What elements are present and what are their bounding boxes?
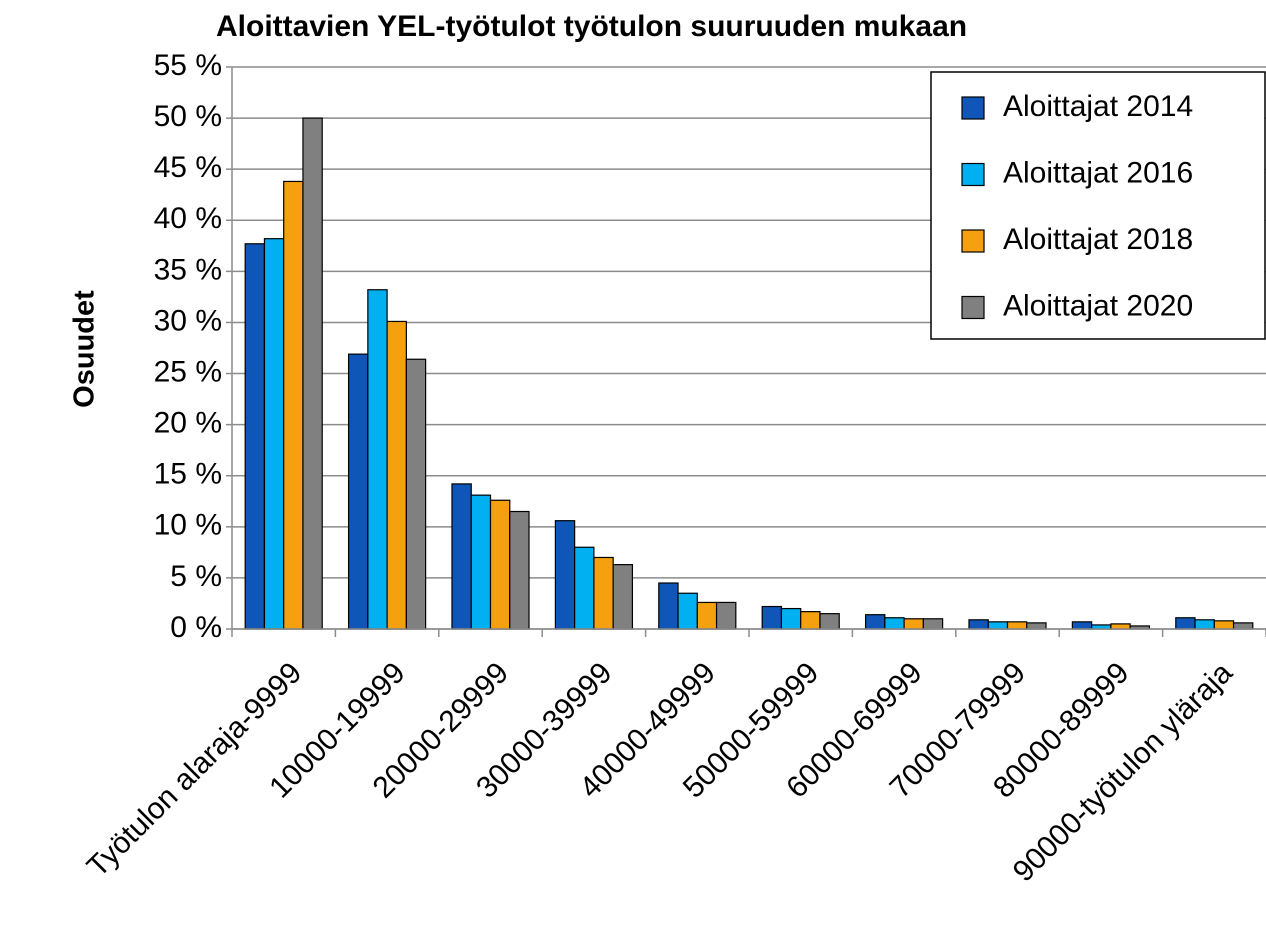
bar [1194, 619, 1215, 630]
bar [263, 238, 285, 630]
y-axis-label: Osuudet [69, 290, 101, 408]
bar [554, 520, 576, 630]
bar [1006, 621, 1028, 630]
bar [405, 358, 427, 630]
bar [800, 611, 821, 630]
bar [903, 618, 924, 630]
bar [1071, 621, 1093, 630]
bar [658, 582, 679, 630]
legend-swatch [961, 295, 985, 320]
y-tick-label: 5 % [170, 560, 222, 593]
legend-box [930, 71, 1266, 340]
y-tick-label: 50 % [154, 100, 222, 133]
bar [593, 556, 614, 630]
bar [244, 243, 266, 630]
y-tick-label: 30 % [154, 304, 222, 337]
bar [968, 619, 989, 630]
y-tick-label: 15 % [154, 458, 222, 491]
bar [696, 601, 718, 630]
bar [1213, 620, 1235, 630]
bar [819, 613, 840, 630]
legend-label: Aloittajat 2018 [1003, 223, 1193, 256]
y-tick-label: 25 % [154, 355, 222, 388]
legend-label: Aloittajat 2014 [1003, 90, 1193, 123]
legend-label: Aloittajat 2020 [1003, 289, 1193, 322]
bar [470, 494, 492, 630]
legend-swatch [961, 229, 985, 253]
bar [1175, 617, 1196, 630]
bar [489, 499, 511, 630]
bar [987, 621, 1009, 630]
bar [574, 546, 595, 630]
bar [612, 564, 634, 630]
y-tick-label: 35 % [154, 253, 222, 286]
bar [884, 617, 905, 630]
bar [761, 605, 783, 630]
y-tick-label: 20 % [154, 407, 222, 440]
y-tick-label: 40 % [154, 202, 222, 235]
bar [509, 510, 530, 630]
bar [922, 618, 944, 630]
bar [780, 607, 802, 630]
bar [1232, 622, 1254, 630]
bar [283, 180, 304, 630]
bar [1026, 622, 1047, 630]
bar [302, 117, 323, 630]
legend-swatch [961, 96, 985, 120]
bar [386, 320, 407, 630]
y-tick-label: 55 % [154, 49, 222, 82]
bar [347, 353, 369, 630]
bar [677, 592, 698, 630]
y-tick-label: 10 % [154, 509, 222, 542]
y-tick-label: 45 % [154, 151, 222, 184]
bar [864, 614, 886, 630]
legend-label: Aloittajat 2016 [1003, 156, 1193, 189]
bar [1110, 623, 1131, 630]
bar [451, 483, 472, 630]
bar [367, 289, 388, 630]
chart-title: Aloittavien YEL-työtulot työtulon suuruu… [216, 10, 967, 43]
legend-swatch [961, 162, 985, 187]
y-tick-label: 0 % [170, 611, 222, 644]
bar [715, 601, 737, 630]
